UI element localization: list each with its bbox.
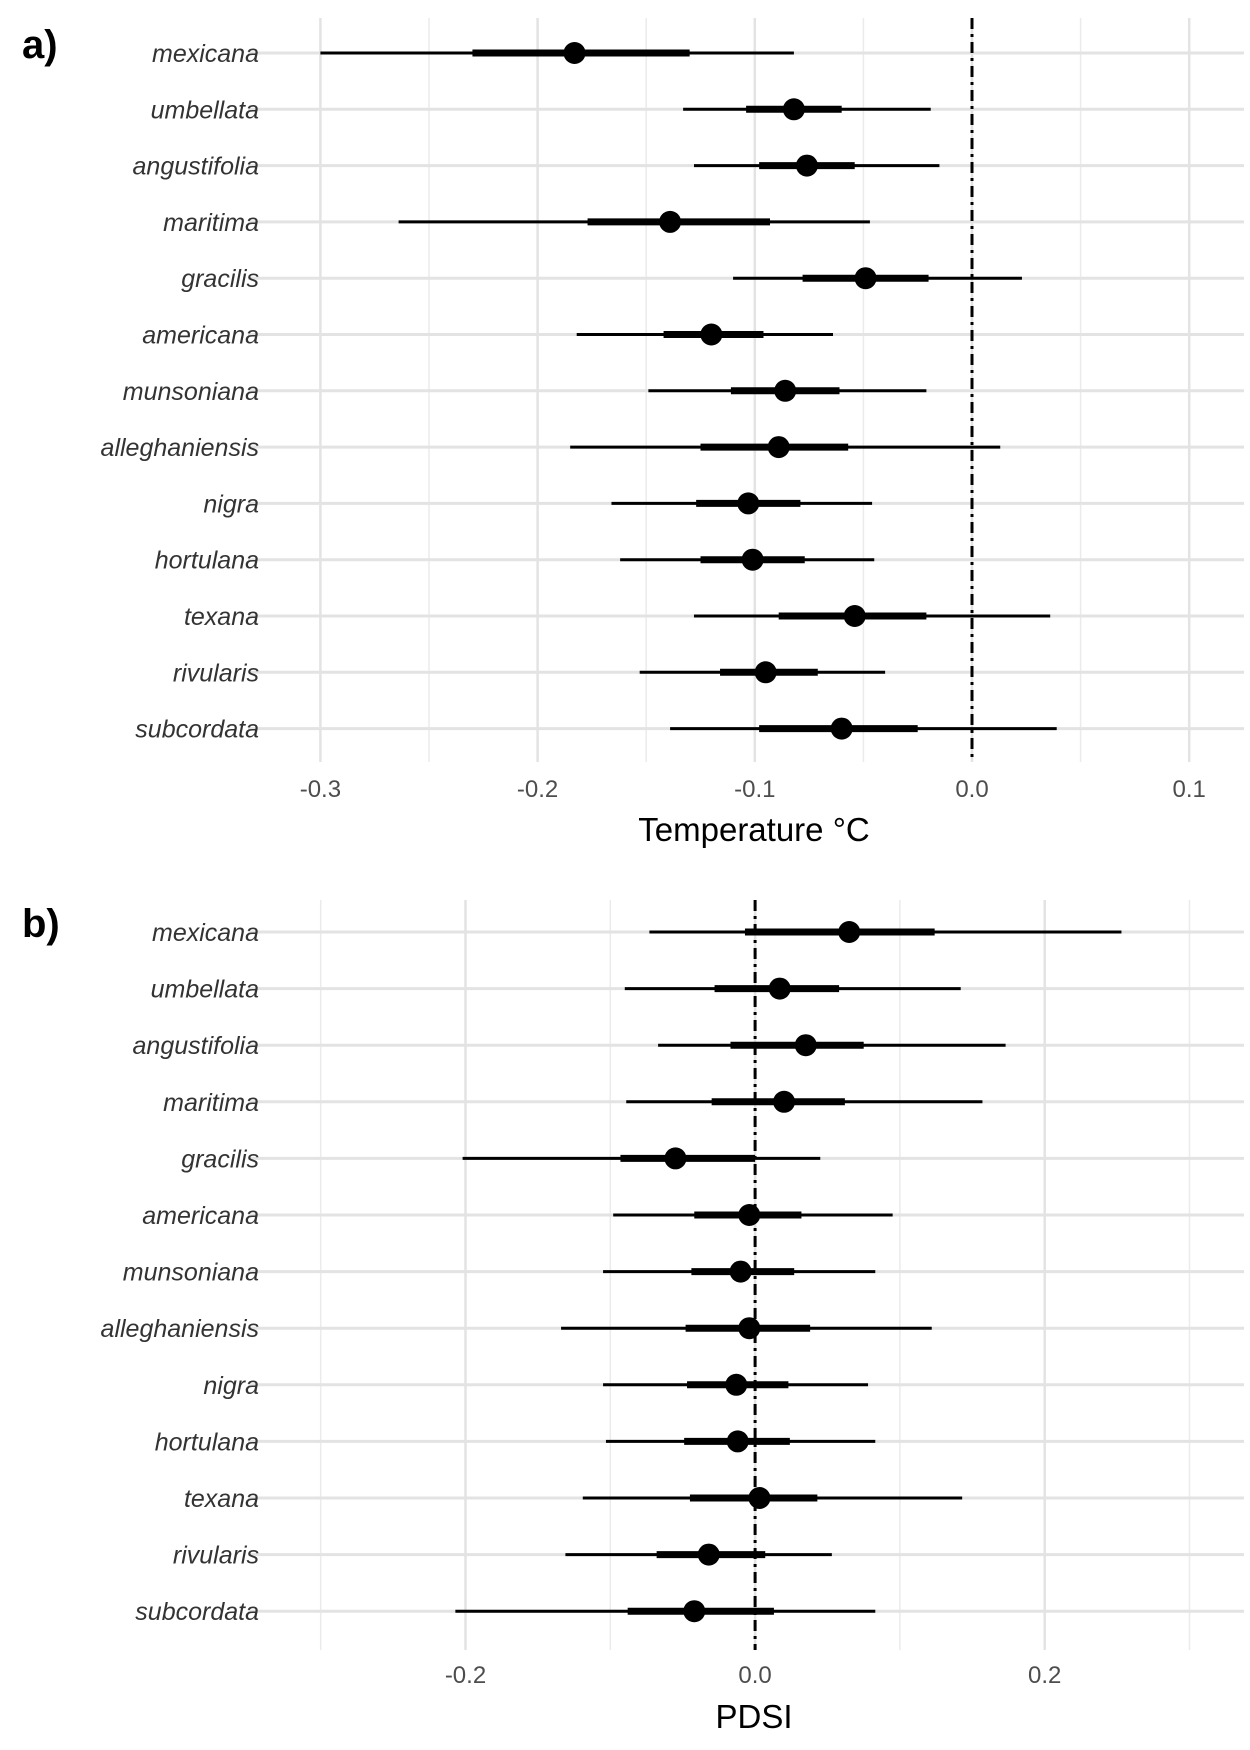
panel-b-point-estimate-gracilis	[664, 1147, 687, 1170]
panel-a-category-label-texana: texana	[184, 603, 259, 631]
panel-b-point-estimate-mexicana	[838, 921, 861, 943]
panel-a-x-tick-label: 0.0	[955, 776, 988, 803]
panel-b-category-label-subcordata: subcordata	[135, 1598, 259, 1626]
panel-a-category-label-subcordata: subcordata	[135, 716, 259, 744]
panel-b-point-estimate-rivularis	[697, 1543, 720, 1566]
panel-b-category-label-angustifolia: angustifolia	[133, 1032, 260, 1060]
panel-a-category-label-alleghaniensis: alleghaniensis	[101, 434, 259, 462]
panel-b-panel-label: b)	[22, 902, 60, 946]
panel-a-point-estimate-americana	[700, 323, 723, 346]
panel-a-point-estimate-texana	[843, 605, 866, 627]
panel-b-x-axis-title: PDSI	[715, 1698, 792, 1735]
panel-a-point-estimate-gracilis	[854, 267, 877, 290]
panel-b-point-estimate-hortulana	[726, 1430, 749, 1453]
panel-b-x-tick-label: 0.2	[1028, 1662, 1061, 1689]
panel-b-point-estimate-munsoniana	[729, 1260, 752, 1283]
panel-a-plot	[248, 18, 1244, 762]
panel-a-point-estimate-mexicana	[563, 42, 586, 64]
panel-a-panel-label: a)	[22, 23, 58, 67]
panel-a-point-estimate-nigra	[737, 492, 760, 515]
panel-b-point-estimate-alleghaniensis	[738, 1317, 761, 1340]
panel-a-x-tick-label: -0.2	[517, 776, 558, 803]
panel-b-point-estimate-umbellata	[768, 977, 791, 1000]
panel-b-category-label-munsoniana: munsoniana	[123, 1259, 259, 1287]
panel-a-x-axis-title: Temperature °C	[638, 811, 869, 848]
panel-a-category-label-americana: americana	[142, 322, 259, 350]
panel-b-category-label-rivularis: rivularis	[173, 1542, 259, 1570]
panel-b-point-estimate-americana	[738, 1204, 761, 1226]
panel-a-category-label-gracilis: gracilis	[181, 265, 259, 293]
panel-a-point-estimate-hortulana	[741, 548, 764, 571]
panel-a-category-label-angustifolia: angustifolia	[133, 153, 260, 181]
panel-b-x-tick-label: -0.2	[445, 1662, 486, 1689]
panel-a-point-estimate-munsoniana	[774, 379, 797, 402]
panel-a-category-label-mexicana: mexicana	[152, 40, 259, 68]
panel-b-x-tick-label: 0.0	[738, 1662, 771, 1689]
panel-a-category-label-hortulana: hortulana	[155, 547, 259, 575]
panel-a-x-tick-label: -0.3	[300, 776, 341, 803]
panel-a-category-label-nigra: nigra	[203, 490, 259, 518]
panel-b-category-label-nigra: nigra	[203, 1372, 259, 1400]
panel-b-point-estimate-subcordata	[683, 1600, 706, 1623]
panel-a-x-tick-label: -0.1	[734, 776, 775, 803]
panel-a-point-estimate-alleghaniensis	[767, 436, 790, 459]
panel-a-category-label-munsoniana: munsoniana	[123, 378, 259, 406]
panel-b-point-estimate-angustifolia	[794, 1034, 817, 1057]
panel-a-category-label-rivularis: rivularis	[173, 659, 259, 687]
panel-a-point-estimate-subcordata	[830, 717, 853, 740]
panel-a-point-estimate-rivularis	[754, 661, 777, 684]
panel-a-x-tick-label: 0.1	[1173, 776, 1206, 803]
panel-a-point-estimate-angustifolia	[795, 154, 818, 177]
panel-b-category-label-alleghaniensis: alleghaniensis	[101, 1315, 259, 1343]
panel-b-category-label-umbellata: umbellata	[151, 976, 259, 1004]
panel-b-category-label-mexicana: mexicana	[152, 919, 259, 947]
panel-b-category-label-maritima: maritima	[163, 1089, 259, 1117]
panel-b-point-estimate-nigra	[725, 1373, 748, 1396]
panel-b-category-label-americana: americana	[142, 1202, 259, 1230]
panel-a-category-label-maritima: maritima	[163, 209, 259, 237]
panel-b-point-estimate-maritima	[773, 1090, 796, 1113]
panel-a-point-estimate-maritima	[659, 210, 682, 233]
panel-b-category-label-gracilis: gracilis	[181, 1145, 259, 1173]
panel-b-category-label-texana: texana	[184, 1485, 259, 1513]
panel-a-category-label-umbellata: umbellata	[151, 96, 259, 124]
panel-b-plot	[248, 900, 1244, 1650]
panel-b-point-estimate-texana	[748, 1487, 771, 1509]
panel-b-category-label-hortulana: hortulana	[155, 1428, 259, 1456]
panel-a-point-estimate-umbellata	[782, 98, 805, 121]
